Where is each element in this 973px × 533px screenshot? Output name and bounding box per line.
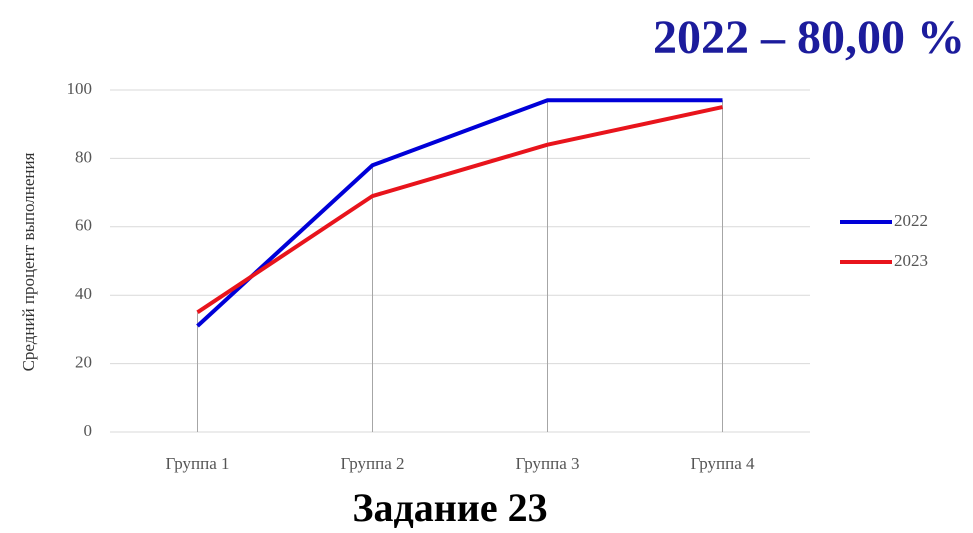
y-axis-label: Средний процент выполнения: [19, 152, 38, 371]
x-tick-label: Группа 4: [690, 454, 755, 473]
caption: Задание 23: [352, 485, 547, 530]
x-tick-label: Группа 3: [515, 454, 579, 473]
y-tick-label: 80: [75, 147, 92, 166]
legend-label: 2022: [894, 211, 928, 230]
series-line: [196, 105, 723, 314]
legend-label: 2023: [894, 251, 928, 270]
y-tick-label: 60: [75, 216, 92, 235]
y-tick-label: 40: [75, 284, 92, 303]
x-tick-label: Группа 1: [165, 454, 229, 473]
y-tick-label: 100: [67, 79, 93, 98]
chart-title: 2022 – 80,00 %: [653, 11, 965, 64]
y-tick-label: 20: [75, 353, 92, 372]
y-tick-label: 0: [84, 421, 93, 440]
series-line: [196, 98, 723, 328]
x-tick-label: Группа 2: [340, 454, 404, 473]
